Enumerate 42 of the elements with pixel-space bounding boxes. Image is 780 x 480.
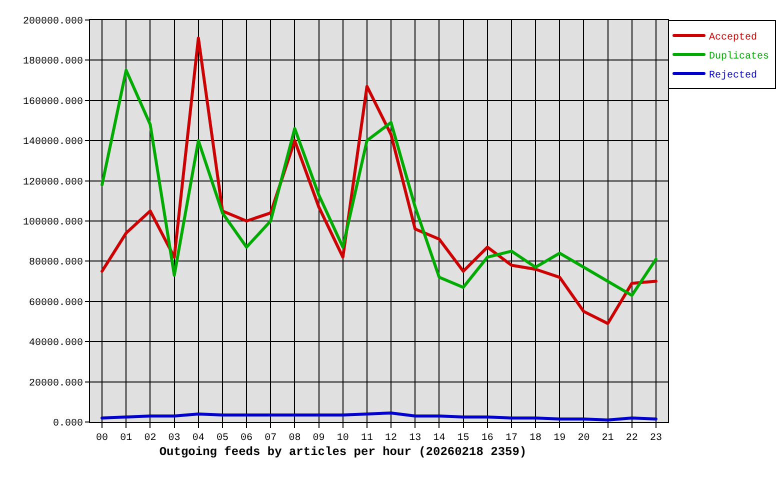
y-tick-label: 100000.000 [22,218,83,228]
y-tick-label: 120000.000 [22,177,83,188]
x-tick-label: 22 [626,433,638,444]
x-tick-label: 04 [192,433,204,444]
x-tick-label: 00 [96,433,108,444]
line-series [100,411,658,422]
y-tick-label: 60000.000 [28,298,83,309]
x-tick-label: 19 [554,433,566,444]
x-tick-label: 02 [144,433,156,444]
x-tick-label: 23 [650,433,662,444]
line-series [100,68,658,297]
y-tick-label: 140000.000 [22,137,83,148]
line-series [100,36,658,326]
x-tick-label: 07 [264,433,277,444]
y-tick-label: 160000.000 [22,96,83,108]
y-tick-label: 20000.000 [28,378,83,390]
y-tick-label: 0.000 [52,418,83,430]
x-tick-label: 18 [530,433,542,444]
y-tick-label: 40000.000 [28,338,83,350]
x-tick-label: 05 [216,433,228,444]
y-tick-label: 180000.000 [22,56,83,68]
x-tick-label: 17 [505,433,518,444]
y-tick-label: 80000.000 [28,258,83,269]
x-tick-label: 10 [336,433,349,444]
x-tick-label: 11 [360,433,373,444]
x-tick-label: 21 [602,433,614,444]
x-tick-label: 12 [385,433,398,444]
x-tick-label: 20 [578,433,590,444]
x-tick-label: 15 [457,433,470,444]
x-tick-label: 14 [433,433,446,444]
legend-label: Rejected [709,69,758,82]
x-tick-label: 03 [168,433,180,444]
x-tick-label: 01 [120,433,132,444]
x-tick-label: 06 [240,433,253,444]
x-tick-label: 13 [409,433,422,444]
x-tick-label: 08 [288,433,301,444]
y-tick-label: 200000.000 [22,16,83,28]
x-tick-label: 16 [481,433,494,444]
x-tick-label: 09 [312,433,325,444]
legend-label: Duplicates [709,50,770,62]
text: Outgoing feeds by articles per hour (20260218 2359) [159,445,527,460]
legend-label: Accepted [709,31,758,44]
